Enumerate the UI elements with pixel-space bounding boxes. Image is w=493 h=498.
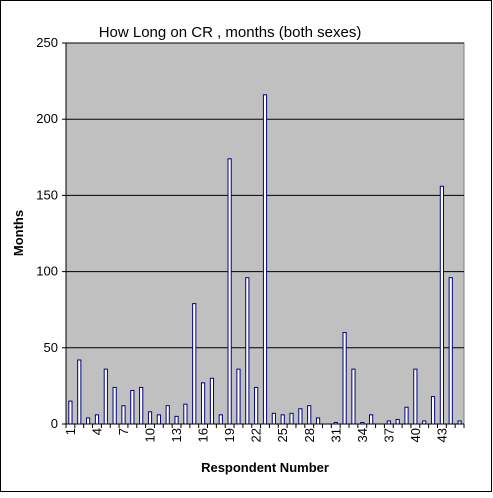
y-tick-label: 150: [36, 187, 58, 202]
bar-respondent-18: [218, 414, 223, 425]
bar-respondent-40: [413, 368, 418, 425]
x-axis-ticks: 1 4 7 10 13 16 19 22 25 28 31 34 37 40 43: [63, 424, 465, 442]
x-tick-label: 28: [302, 428, 317, 442]
y-axis-title: Months: [11, 210, 26, 256]
bar-respondent-7: [121, 405, 126, 425]
bar-respondent-17: [209, 377, 215, 425]
y-tick-label: 50: [44, 340, 58, 355]
bar-respondent-14: [183, 403, 188, 425]
bar-respondent-28: [307, 405, 312, 425]
x-tick-label: 7: [116, 428, 131, 435]
bar-respondent-22: [254, 386, 259, 425]
y-tick-label: 250: [36, 35, 58, 50]
bar-respondent-5: [103, 368, 108, 425]
bar-respondent-6: [112, 386, 117, 425]
x-tick-label: 25: [275, 428, 290, 442]
bars: [68, 94, 462, 425]
bar-respondent-13: [174, 415, 179, 425]
x-tick-label: 19: [222, 428, 237, 442]
bar-respondent-19: [227, 158, 232, 425]
bar-respondent-20: [236, 368, 241, 425]
bar-respondent-24: [271, 412, 276, 425]
bar-respondent-39: [404, 406, 409, 425]
bar-respondent-32: [342, 332, 347, 425]
bar-respondent-3: [86, 417, 91, 425]
x-tick-label: 43: [434, 428, 449, 442]
y-axis-ticks: 0 50 100 150 200 250: [36, 35, 66, 431]
bar-respondent-9: [139, 386, 144, 425]
chart-title: How Long on CR , months (both sexes): [99, 24, 362, 41]
y-tick-label: 200: [36, 111, 58, 126]
x-axis-title: Respondent Number: [201, 460, 329, 475]
bar-respondent-38: [395, 418, 400, 425]
x-tick-label: 16: [196, 428, 211, 442]
x-tick-label: 34: [355, 428, 370, 442]
x-tick-label: 4: [90, 428, 105, 435]
bar-respondent-11: [156, 414, 161, 425]
bar-respondent-12: [165, 405, 170, 425]
x-tick-label: 13: [169, 428, 184, 442]
bar-respondent-2: [77, 359, 82, 425]
x-tick-label: 31: [328, 428, 343, 442]
bar-respondent-8: [130, 389, 135, 425]
bar-respondent-25: [280, 414, 285, 425]
x-tick-label: 10: [143, 428, 158, 442]
bar-respondent-29: [315, 417, 321, 425]
x-tick-label: 40: [408, 428, 423, 442]
bar-respondent-1: [68, 400, 73, 425]
bar-respondent-44: [448, 277, 453, 425]
y-tick-label: 0: [51, 416, 58, 431]
bar-respondent-33: [351, 368, 356, 425]
bar-respondent-10: [147, 411, 153, 425]
x-tick-label: 1: [63, 428, 78, 435]
bar-respondent-16: [200, 382, 206, 425]
x-tick-label: 37: [381, 428, 396, 442]
bar-respondent-35: [369, 414, 374, 425]
bar-respondent-26: [289, 412, 294, 425]
bar-respondent-15: [192, 303, 197, 425]
bar-respondent-27: [298, 408, 303, 425]
bar-respondent-23: [262, 94, 268, 425]
y-tick-label: 100: [36, 264, 58, 279]
x-tick-label: 22: [249, 428, 264, 442]
bar-respondent-21: [245, 277, 250, 425]
bar-respondent-42: [430, 396, 436, 425]
bar-respondent-43: [439, 185, 444, 425]
bar-respondent-4: [94, 414, 100, 425]
